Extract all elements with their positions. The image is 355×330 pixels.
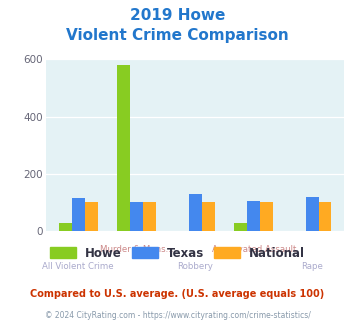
Text: Robbery: Robbery <box>177 262 213 271</box>
Bar <box>189 194 202 231</box>
Bar <box>72 198 85 231</box>
Text: © 2024 CityRating.com - https://www.cityrating.com/crime-statistics/: © 2024 CityRating.com - https://www.city… <box>45 311 310 320</box>
Bar <box>130 202 143 231</box>
Text: Aggravated Assault: Aggravated Assault <box>212 245 296 254</box>
Bar <box>85 202 98 231</box>
Text: 2019 Howe: 2019 Howe <box>130 8 225 23</box>
Bar <box>143 202 156 231</box>
Legend: Howe, Texas, National: Howe, Texas, National <box>47 243 308 263</box>
Bar <box>59 223 72 231</box>
Text: Compared to U.S. average. (U.S. average equals 100): Compared to U.S. average. (U.S. average … <box>31 289 324 299</box>
Text: All Violent Crime: All Violent Crime <box>43 262 114 271</box>
Bar <box>202 202 214 231</box>
Bar <box>234 223 247 231</box>
Text: Rape: Rape <box>301 262 323 271</box>
Bar <box>260 202 273 231</box>
Bar <box>118 65 130 231</box>
Bar <box>319 202 332 231</box>
Text: Murder & Mans...: Murder & Mans... <box>100 245 174 254</box>
Bar <box>306 197 319 231</box>
Text: Violent Crime Comparison: Violent Crime Comparison <box>66 28 289 43</box>
Bar <box>247 201 260 231</box>
